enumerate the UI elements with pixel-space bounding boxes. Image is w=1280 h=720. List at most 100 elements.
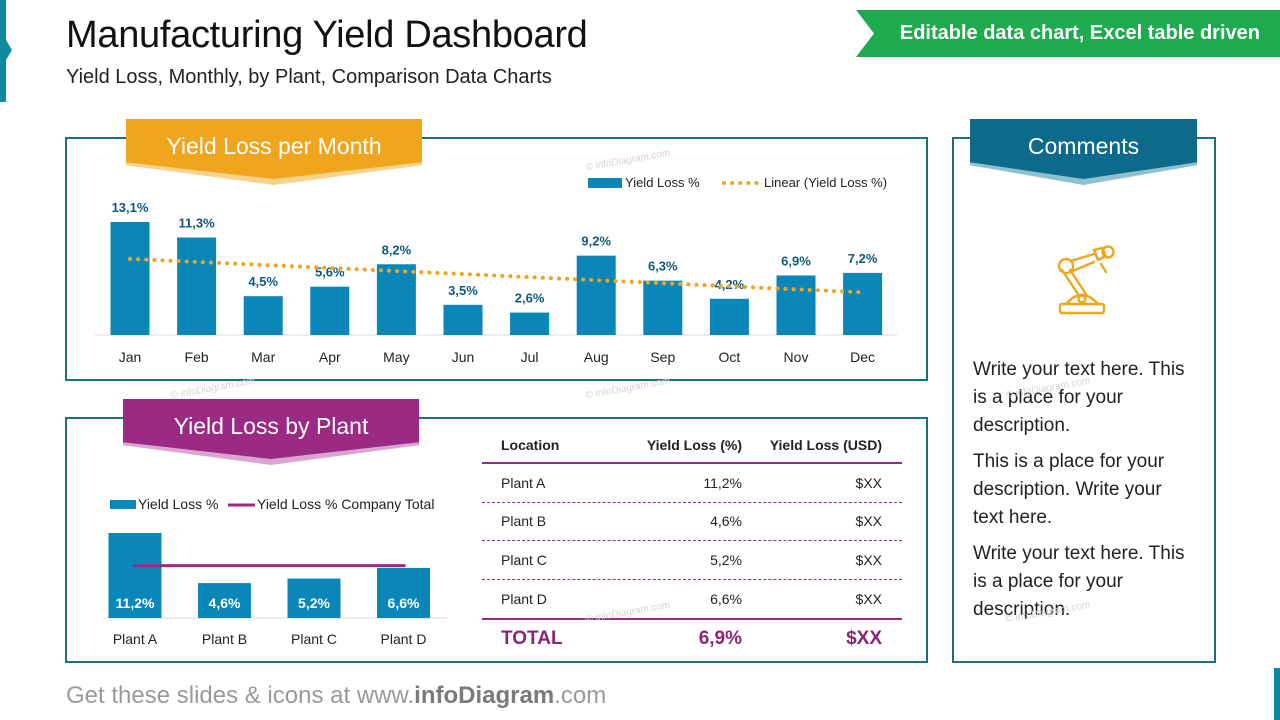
bar-sep xyxy=(643,280,683,335)
x-tick-label: Plant D xyxy=(381,631,427,647)
cell-yield-usd: $XX xyxy=(855,590,882,607)
editable-chart-ribbon: Editable data chart, Excel table driven xyxy=(856,10,1280,57)
yield-loss-table: Location Yield Loss (%) Yield Loss (USD)… xyxy=(482,428,902,658)
data-label: 6,9% xyxy=(781,253,811,268)
x-tick-label: Plant C xyxy=(291,631,337,647)
x-tick-label: May xyxy=(383,349,409,365)
plant-section-title: Yield Loss by Plant xyxy=(123,399,419,459)
data-label: 11,3% xyxy=(179,216,216,231)
bar-nov xyxy=(776,275,816,335)
cell-yield-usd: $XX xyxy=(855,551,882,568)
table-row: Plant B 4,6% $XX xyxy=(482,503,902,541)
table-row: Plant C 5,2% $XX xyxy=(482,541,902,580)
comments-body: Write your text here. This is a place fo… xyxy=(973,356,1193,632)
x-tick-label: Mar xyxy=(251,349,275,365)
trendline xyxy=(128,256,865,295)
data-label: 4,5% xyxy=(248,274,278,289)
table-total-row: TOTAL 6,9% $XX xyxy=(482,618,902,658)
cell-yield-pct: 4,6% xyxy=(710,513,742,530)
footer-brand: infoDiagram xyxy=(414,682,555,709)
bar-apr xyxy=(310,286,350,335)
bar-feb xyxy=(177,237,217,335)
bar-plant xyxy=(287,578,341,618)
total-label: TOTAL xyxy=(501,628,563,649)
table-row: Plant A 11,2% $XX xyxy=(482,464,902,503)
cell-yield-pct: 6,6% xyxy=(710,590,742,607)
comments-banner: Comments xyxy=(970,119,1197,199)
cell-location: Plant D xyxy=(501,590,547,607)
monthly-yield-loss-chart: Yield Loss % Linear (Yield Loss %) 13,1% Ja… xyxy=(95,175,897,365)
cell-location: Plant C xyxy=(501,551,547,568)
page-subtitle: Yield Loss, Monthly, by Plant, Compariso… xyxy=(66,66,552,88)
x-tick-label: Nov xyxy=(784,349,809,365)
right-accent-bar xyxy=(1274,668,1280,720)
footer-suffix: .com xyxy=(554,682,607,709)
comment-paragraph: Write your text here. This is a place fo… xyxy=(973,543,1185,620)
comment-paragraph: This is a place for your description. Wr… xyxy=(973,451,1165,528)
left-accent-bar xyxy=(0,0,12,102)
cell-location: Plant A xyxy=(501,474,546,491)
data-label: 3,5% xyxy=(448,283,478,298)
monthly-section-banner: Yield Loss per Month xyxy=(126,119,422,199)
table-row: Plant D 6,6% $XX xyxy=(482,580,902,619)
data-label: 6,6% xyxy=(388,595,420,611)
bar-mar xyxy=(243,296,283,335)
plant-chart-panel xyxy=(65,417,928,663)
bar-may xyxy=(376,264,416,335)
robot-arm-icon xyxy=(1057,245,1115,315)
legend-swatch-bars xyxy=(110,500,136,509)
total-yield-pct: 6,9% xyxy=(698,628,742,649)
x-tick-label: Dec xyxy=(850,349,875,365)
footer-prefix: Get these slides & icons at www. xyxy=(66,682,415,709)
x-tick-label: Sep xyxy=(650,349,675,365)
header-yield-usd: Yield Loss (USD) xyxy=(769,437,882,453)
x-tick-label: Plant B xyxy=(202,631,247,647)
header-yield-pct: Yield Loss (%) xyxy=(646,437,742,453)
data-label: 11,2% xyxy=(116,595,155,611)
data-label: 6,3% xyxy=(648,259,678,274)
bar-dec xyxy=(843,272,883,335)
cell-yield-pct: 11,2% xyxy=(703,474,742,491)
comments-panel xyxy=(952,137,1216,663)
total-yield-usd: $XX xyxy=(846,628,882,649)
x-tick-label: Feb xyxy=(185,349,209,365)
bar-plant xyxy=(198,583,251,618)
page-title: Manufacturing Yield Dashboard xyxy=(66,14,588,56)
legend-label-bars: Yield Loss % xyxy=(138,496,218,512)
bar-plant xyxy=(108,533,162,618)
legend-label-trend: Linear (Yield Loss %) xyxy=(764,175,887,190)
bar-jul xyxy=(510,312,550,335)
data-label: 5,2% xyxy=(298,595,330,611)
data-label: 4,2% xyxy=(715,277,745,292)
data-label: 8,2% xyxy=(382,242,412,257)
x-tick-label: Plant A xyxy=(113,631,158,647)
legend-label-total: Yield Loss % Company Total xyxy=(257,496,434,512)
x-tick-label: Apr xyxy=(319,349,341,365)
table-header: Location Yield Loss (%) Yield Loss (USD) xyxy=(482,428,902,464)
cell-yield-pct: 5,2% xyxy=(710,551,742,568)
cell-yield-usd: $XX xyxy=(855,474,882,491)
plant-section-banner: Yield Loss by Plant xyxy=(123,399,419,479)
bar-aug xyxy=(576,255,616,335)
x-tick-label: Aug xyxy=(584,349,609,365)
x-tick-label: Jun xyxy=(452,349,475,365)
bar-plant xyxy=(377,567,430,618)
data-label: 7,2% xyxy=(848,251,878,266)
footer-link[interactable]: Get these slides & icons at www.infoDiag… xyxy=(66,682,606,710)
header-location: Location xyxy=(501,437,560,453)
x-tick-label: Oct xyxy=(719,349,741,365)
data-label: 13,1% xyxy=(112,200,149,215)
bar-oct xyxy=(709,298,749,335)
x-tick-label: Jul xyxy=(521,349,539,365)
cell-location: Plant B xyxy=(501,513,547,530)
data-label: 9,2% xyxy=(581,234,611,249)
plant-yield-loss-chart: Yield Loss % Yield Loss % Company Total 11… xyxy=(103,496,447,647)
legend-swatch-bars xyxy=(588,178,622,188)
legend-label-bars: Yield Loss % xyxy=(625,175,700,190)
cell-yield-usd: $XX xyxy=(855,513,882,530)
bar-jan xyxy=(110,222,150,335)
x-tick-label: Jan xyxy=(119,349,142,365)
data-label: 4,6% xyxy=(209,595,241,611)
bar-jun xyxy=(443,304,483,335)
data-label: 2,6% xyxy=(515,291,545,306)
